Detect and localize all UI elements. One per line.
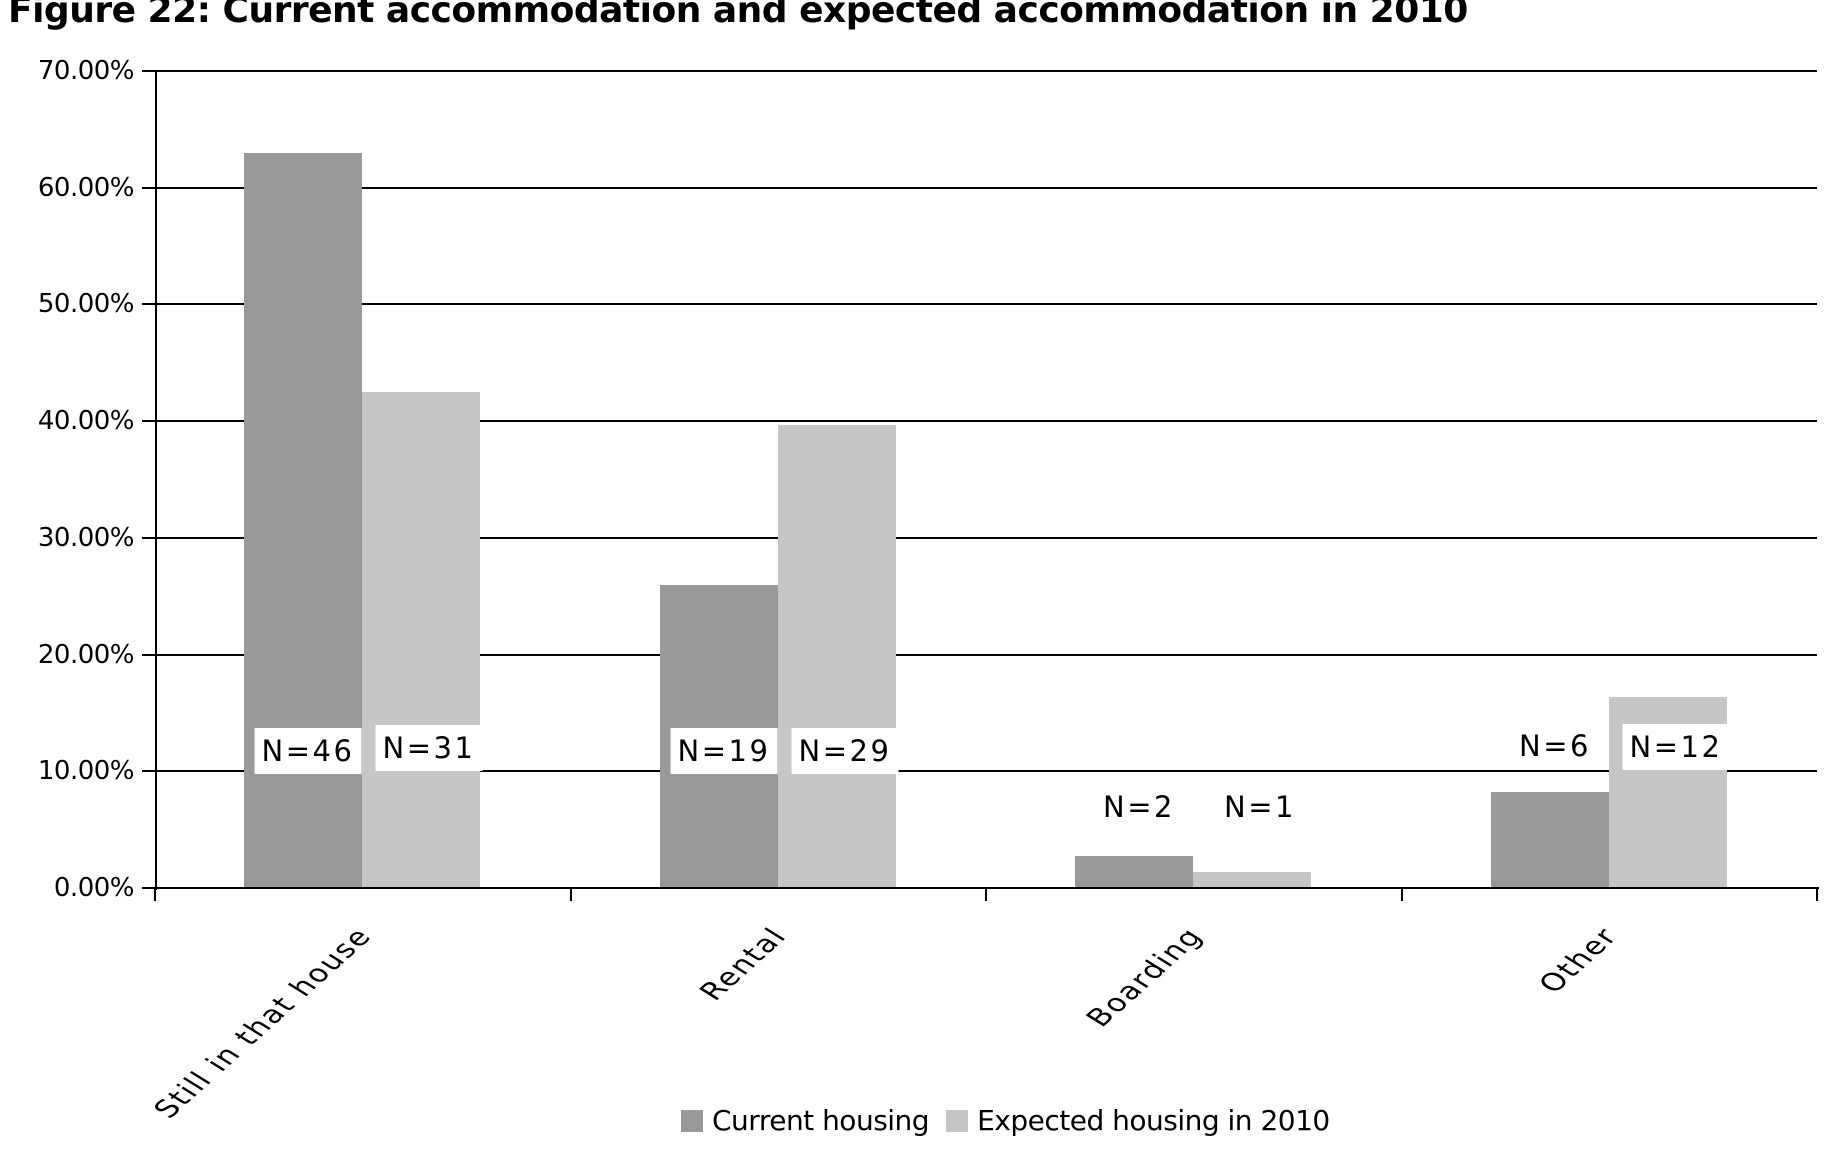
gridline-20	[155, 654, 1817, 656]
legend-label-expected-housing: Expected housing in 2010	[977, 1104, 1330, 1137]
legend-item-current-housing: Current housing	[681, 1104, 930, 1137]
y-tick-30	[142, 537, 155, 539]
y-tick-20	[142, 654, 155, 656]
bar-current-housing-still-in-that-house	[244, 153, 362, 889]
n-label-current-housing-boarding: N=2	[1096, 784, 1182, 830]
n-label-expected-housing-in-2010-boarding: N=1	[1217, 784, 1303, 830]
bar-expected-housing-in-2010-rental	[778, 425, 896, 889]
y-tick-50	[142, 303, 155, 305]
x-axis-line	[155, 887, 1819, 889]
n-label-current-housing-still-in-that-house: N=46	[254, 728, 362, 774]
y-axis-line	[155, 71, 157, 890]
y-tick-70	[142, 70, 155, 72]
gridline-70	[155, 70, 1817, 72]
gridline-40	[155, 420, 1817, 422]
x-tick-0	[154, 888, 156, 901]
chart-title: Figure 22: Current accommodation and exp…	[8, 0, 1468, 31]
gridline-30	[155, 537, 1817, 539]
x-tick-2	[985, 888, 987, 901]
y-tick-label-0: 0.00%	[53, 873, 135, 903]
gridline-50	[155, 303, 1817, 305]
bar-expected-housing-in-2010-still-in-that-house	[362, 392, 480, 889]
y-tick-label-20: 20.00%	[37, 640, 135, 670]
legend-item-expected-housing: Expected housing in 2010	[946, 1104, 1330, 1137]
bar-shadow	[896, 430, 902, 889]
bar-shadow	[480, 397, 486, 889]
y-tick-10	[142, 770, 155, 772]
y-tick-label-50: 50.00%	[37, 289, 135, 319]
category-label-other: Other	[1531, 922, 1626, 999]
legend-label-current-housing: Current housing	[712, 1104, 930, 1137]
x-tick-3	[1401, 888, 1403, 901]
y-tick-0	[142, 887, 155, 889]
y-tick-label-30: 30.00%	[37, 523, 135, 553]
bar-current-housing-other	[1491, 792, 1609, 889]
y-tick-label-40: 40.00%	[37, 406, 135, 436]
x-tick-4	[1816, 888, 1818, 901]
y-tick-label-10: 10.00%	[37, 756, 135, 786]
x-tick-1	[570, 888, 572, 901]
n-label-expected-housing-in-2010-other: N=12	[1622, 724, 1730, 770]
n-label-current-housing-rental: N=19	[670, 728, 778, 774]
n-label-current-housing-other: N=6	[1512, 723, 1598, 769]
y-tick-label-60: 60.00%	[37, 173, 135, 203]
legend-swatch-current-housing-icon	[681, 1109, 703, 1132]
n-label-expected-housing-in-2010-rental: N=29	[791, 728, 899, 774]
y-tick-label-70: 70.00%	[37, 56, 135, 86]
y-tick-40	[142, 420, 155, 422]
gridline-60	[155, 187, 1817, 189]
y-tick-60	[142, 187, 155, 189]
legend-swatch-expected-housing-icon	[946, 1109, 969, 1132]
bar-current-housing-boarding	[1075, 856, 1193, 889]
legend: Current housing Expected housing in 2010	[681, 1104, 1330, 1137]
gridline-10	[155, 770, 1817, 772]
category-label-still-in-that-house: Still in that house	[146, 922, 380, 1124]
bar-expected-housing-in-2010-boarding	[1193, 872, 1311, 889]
n-label-expected-housing-in-2010-still-in-that-house: N=31	[375, 725, 483, 771]
